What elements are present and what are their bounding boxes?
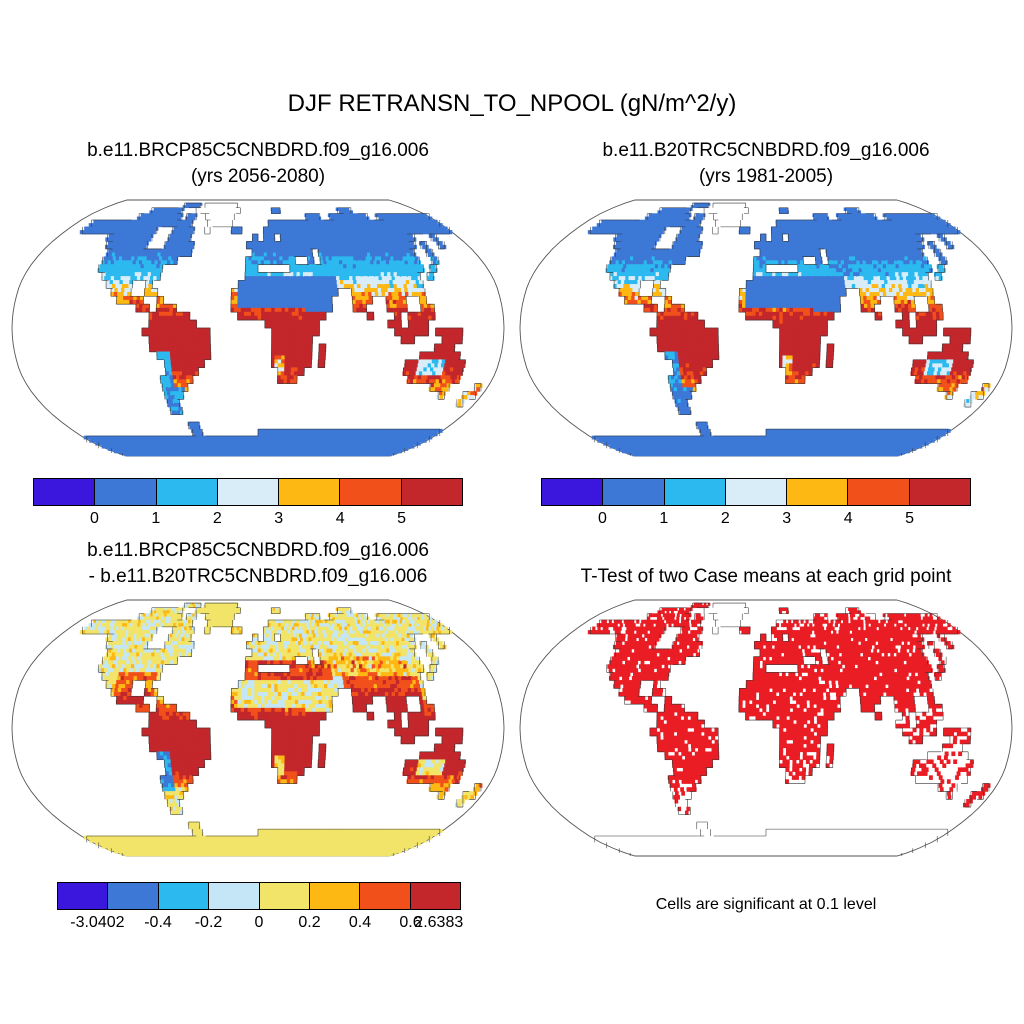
- map-bottom-right-ttest: [516, 596, 1016, 860]
- panel-top-right-title: b.e11.B20TRC5CNBDRD.f09_g16.006 (yrs 198…: [516, 138, 1016, 190]
- colorbar-box: [602, 478, 665, 506]
- colorbar-labels: -3.0402 -0.4 -0.2 0 0.2 0.4 0.6 2.6383: [57, 914, 464, 934]
- colorbar-tick-label: 2: [212, 510, 222, 527]
- colorbar-box: [216, 478, 280, 506]
- colorbar-box: [847, 478, 910, 506]
- colorbar-box: [724, 478, 788, 506]
- colorbar-box: [908, 478, 971, 506]
- colorbar-box: [409, 882, 461, 910]
- panel-bottom-left-title: b.e11.BRCP85C5CNBDRD.f09_g16.006 - b.e11…: [8, 538, 508, 590]
- ttest-title: T-Test of two Case means at each grid po…: [580, 566, 952, 587]
- colorbar-tick-label: 0: [89, 510, 99, 527]
- colorbar-boxes: [57, 882, 461, 910]
- map-top-left-future-climatology: [8, 196, 508, 460]
- colorbar-tick-label: 2: [720, 510, 730, 527]
- colorbar-tick-label: 1: [659, 510, 669, 527]
- colorbar-box: [339, 478, 402, 506]
- colorbar-boxes: [33, 478, 463, 506]
- case-title: b.e11.BRCP85C5CNBDRD.f09_g16.006: [87, 540, 429, 561]
- colorbar-box: [308, 882, 361, 910]
- colorbar-tick-label: 4: [843, 510, 853, 527]
- colorbar-tick-label: 0: [597, 510, 607, 527]
- figure-title: DJF RETRANSN_TO_NPOOL (gN/m^2/y): [287, 90, 737, 117]
- map-bottom-left-difference: [8, 596, 508, 860]
- colorbar-tick-label: 2.6383: [414, 914, 464, 931]
- map-top-right-historical-climatology: [516, 196, 1016, 460]
- colorbar-box: [208, 882, 260, 910]
- case-title-line2: - b.e11.B20TRC5CNBDRD.f09_g16.006: [88, 566, 428, 587]
- colorbar-box: [155, 478, 218, 506]
- case-title: b.e11.BRCP85C5CNBDRD.f09_g16.006: [87, 140, 429, 161]
- colorbar-box: [258, 882, 310, 910]
- colorbar-tick-label: 0.6: [399, 914, 422, 931]
- colorbar-difference: -3.0402 -0.4 -0.2 0 0.2 0.4 0.6 2.6383: [57, 882, 463, 931]
- colorbar-tick-label: 1: [151, 510, 161, 527]
- colorbar-tick-label: 5: [905, 510, 914, 527]
- colorbar-tick-label: 4: [335, 510, 345, 527]
- colorbar-box: [663, 478, 726, 506]
- colorbar-tick-label: -3.0402: [70, 914, 125, 931]
- colorbar-tick-label: 5: [397, 510, 406, 527]
- years-subtitle: (yrs 2056-2080): [190, 166, 326, 187]
- colorbar-box: [33, 478, 96, 506]
- colorbar-box: [94, 478, 157, 506]
- colorbar-tick-label: -0.2: [194, 914, 223, 931]
- colorbar-labels: 0 1 2 3 4 5: [33, 510, 463, 530]
- panel-bottom-right-title: T-Test of two Case means at each grid po…: [516, 564, 1016, 590]
- colorbar-top-left: 0 1 2 3 4 5: [33, 478, 463, 527]
- significance-caption: Cells are significant at 0.1 level: [655, 896, 877, 913]
- colorbar-box: [57, 882, 109, 910]
- colorbar-boxes: [541, 478, 971, 506]
- colorbar-tick-label: 3: [782, 510, 792, 527]
- colorbar-box: [157, 882, 210, 910]
- colorbar-tick-label: -0.4: [144, 914, 172, 931]
- colorbar-box: [107, 882, 159, 910]
- years-subtitle: (yrs 1981-2005): [698, 166, 834, 187]
- colorbar-box: [400, 478, 463, 506]
- panel-top-left-title: b.e11.BRCP85C5CNBDRD.f09_g16.006 (yrs 20…: [8, 138, 508, 190]
- colorbar-box: [278, 478, 341, 506]
- colorbar-tick-label: 3: [274, 510, 284, 527]
- colorbar-tick-label: 0.2: [298, 914, 321, 931]
- colorbar-tick-label: 0.4: [348, 914, 372, 931]
- colorbar-top-right: 0 1 2 3 4 5: [541, 478, 971, 527]
- colorbar-labels: 0 1 2 3 4 5: [541, 510, 971, 530]
- colorbar-box: [359, 882, 411, 910]
- colorbar-tick-label: 0: [254, 914, 264, 931]
- colorbar-box: [541, 478, 604, 506]
- case-title: b.e11.B20TRC5CNBDRD.f09_g16.006: [602, 140, 930, 161]
- colorbar-box: [786, 478, 849, 506]
